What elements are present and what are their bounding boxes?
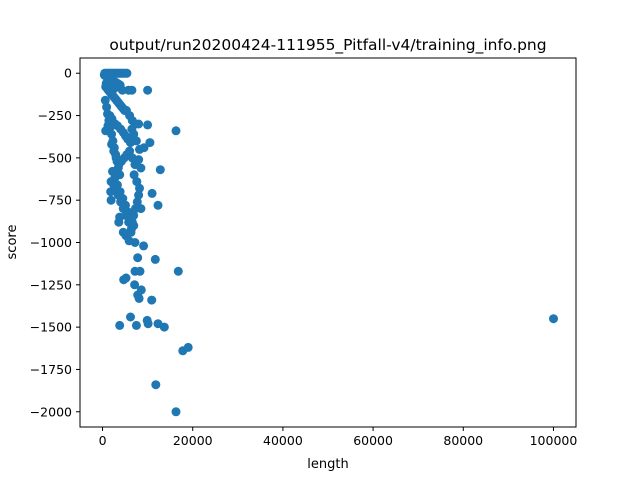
points-layer xyxy=(99,68,558,417)
data-point xyxy=(130,238,140,247)
data-point xyxy=(113,190,123,200)
data-point xyxy=(139,143,149,153)
data-point xyxy=(150,254,160,264)
data-point xyxy=(134,155,144,165)
data-point xyxy=(109,146,119,156)
data-point xyxy=(173,266,183,276)
data-point xyxy=(139,241,149,251)
data-point xyxy=(135,266,145,276)
data-point xyxy=(126,312,135,322)
data-point xyxy=(100,95,110,105)
data-point xyxy=(136,163,146,173)
data-point xyxy=(183,342,193,352)
y-tick-label: −750 xyxy=(38,193,72,208)
data-point xyxy=(114,217,124,227)
data-point xyxy=(171,126,181,136)
data-point xyxy=(143,319,153,329)
data-point xyxy=(129,170,139,180)
data-point xyxy=(147,188,157,198)
data-point xyxy=(103,121,113,131)
data-point xyxy=(127,85,137,95)
data-point xyxy=(130,280,140,290)
data-point xyxy=(106,195,116,205)
data-point xyxy=(135,183,144,193)
data-point xyxy=(109,180,119,190)
data-point xyxy=(155,165,165,175)
data-point xyxy=(131,320,141,330)
data-point xyxy=(129,210,139,220)
data-point xyxy=(134,190,144,200)
data-point xyxy=(133,253,143,263)
x-tick-label: 40000 xyxy=(263,433,303,448)
data-point xyxy=(102,102,112,112)
data-point xyxy=(134,119,144,129)
y-tick-label: −1250 xyxy=(30,277,72,292)
data-point xyxy=(127,217,137,227)
x-tick-label: 100000 xyxy=(530,433,578,448)
data-point xyxy=(143,120,153,130)
data-point xyxy=(125,146,135,156)
y-tick-label: −1750 xyxy=(30,362,72,377)
data-point xyxy=(549,314,558,324)
data-point xyxy=(126,227,136,237)
data-point xyxy=(118,204,128,214)
data-point xyxy=(117,85,127,95)
data-point xyxy=(115,320,125,330)
x-tick-label: 20000 xyxy=(173,433,213,448)
data-point xyxy=(147,295,157,305)
data-point xyxy=(136,204,146,214)
x-tick-label: 60000 xyxy=(353,433,393,448)
x-axis-label: length xyxy=(307,457,348,472)
y-tick-label: −1000 xyxy=(30,235,72,250)
data-point xyxy=(122,68,132,78)
data-point xyxy=(153,200,163,210)
data-point xyxy=(107,139,117,149)
y-tick-label: 0 xyxy=(64,66,72,81)
data-point xyxy=(143,85,153,95)
data-point xyxy=(171,407,181,417)
data-point xyxy=(131,136,141,146)
y-ticks: 0 −250 −500 −750 −1000 −1250 −1500 −1750 −2000 xyxy=(30,66,80,419)
data-point xyxy=(145,138,155,148)
data-point xyxy=(109,84,119,93)
y-tick-label: −250 xyxy=(38,108,72,123)
data-point xyxy=(151,380,161,390)
y-axis-label: score xyxy=(5,225,20,260)
y-tick-label: −2000 xyxy=(30,404,72,419)
y-tick-label: −1500 xyxy=(30,320,72,335)
x-tick-label: 0 xyxy=(99,433,107,448)
x-ticks: 0 20000 40000 60000 80000 100000 xyxy=(99,427,578,448)
data-point xyxy=(108,166,117,176)
data-point xyxy=(134,293,144,303)
x-tick-label: 80000 xyxy=(443,433,483,448)
data-point xyxy=(119,275,129,285)
data-point xyxy=(159,322,169,332)
y-tick-label: −500 xyxy=(38,150,72,165)
chart-title: output/run20200424-111955_Pitfall-v4/tra… xyxy=(109,36,546,55)
